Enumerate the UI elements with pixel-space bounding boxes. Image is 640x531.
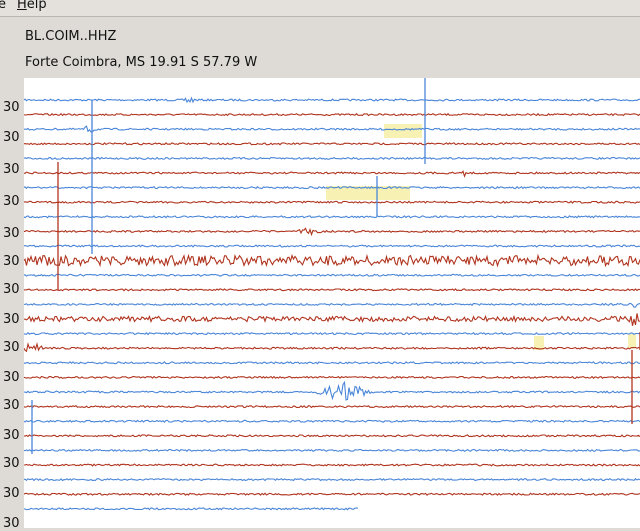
time-label: 30 <box>3 130 20 145</box>
time-label: 30 <box>3 428 20 443</box>
seismic-trace <box>24 507 358 511</box>
menu-help-rest: elp <box>26 0 47 12</box>
helicorder-plot[interactable] <box>24 78 640 528</box>
time-label: 30 <box>3 398 20 413</box>
seismic-trace <box>24 273 640 277</box>
highlight-box <box>628 334 636 348</box>
seismic-trace <box>24 170 640 178</box>
menu-help-mnemonic: H <box>17 0 27 12</box>
helicorder-canvas[interactable] <box>24 78 640 528</box>
seismic-trace <box>24 125 640 133</box>
menu-item-help[interactable]: Help <box>17 0 47 13</box>
seismic-trace <box>24 302 640 308</box>
time-label: 30 <box>3 254 20 269</box>
seismic-trace <box>24 244 640 248</box>
seismic-trace <box>24 253 640 268</box>
seismic-trace <box>24 380 640 401</box>
time-label: 30 <box>3 486 20 501</box>
seismic-trace <box>24 434 640 438</box>
seismic-trace <box>24 288 640 292</box>
seismic-trace <box>24 361 640 365</box>
highlight-box <box>326 186 410 200</box>
seismic-trace <box>24 477 640 482</box>
station-code: BL.COIM..HHZ <box>25 29 117 44</box>
time-label: 30 <box>3 226 20 241</box>
menu-item-partial[interactable]: e <box>0 0 6 12</box>
seismic-trace <box>24 463 640 467</box>
highlight-box <box>534 336 544 350</box>
seismic-trace <box>24 492 640 496</box>
time-label: 30 <box>3 340 20 355</box>
highlight-box <box>384 124 422 138</box>
time-label-column: 30 30 30 30 30 30 30 30 30 30 30 30 30 30 30 <box>0 78 24 531</box>
menu-bar: e Help <box>0 0 640 17</box>
seismic-trace <box>24 112 640 117</box>
seismic-trace <box>24 331 640 336</box>
seismic-trace <box>24 227 640 237</box>
time-label: 30 <box>3 194 20 209</box>
station-header: BL.COIM..HHZ Forte Coimbra, MS 19.91 S 5… <box>0 17 640 78</box>
seismic-trace <box>24 185 640 190</box>
seismic-trace <box>24 156 640 160</box>
seismic-trace <box>24 448 640 453</box>
seismic-trace <box>24 142 640 146</box>
station-location: Forte Coimbra, MS 19.91 S 57.79 W <box>25 55 258 70</box>
time-label: 30 <box>3 162 20 177</box>
time-label: 30 <box>3 370 20 385</box>
seismic-trace <box>24 341 640 353</box>
seismic-trace <box>24 215 640 219</box>
time-label: 30 <box>3 282 20 297</box>
seismic-trace <box>24 313 640 326</box>
time-label: 30 <box>3 312 20 327</box>
time-label: 30 <box>3 516 20 531</box>
seismic-trace <box>24 96 640 104</box>
time-label: 30 <box>3 100 20 115</box>
seismic-trace <box>24 375 640 380</box>
seismic-trace <box>24 419 640 423</box>
seismic-trace <box>24 404 640 409</box>
seismic-trace <box>24 200 640 204</box>
time-label: 30 <box>3 456 20 471</box>
